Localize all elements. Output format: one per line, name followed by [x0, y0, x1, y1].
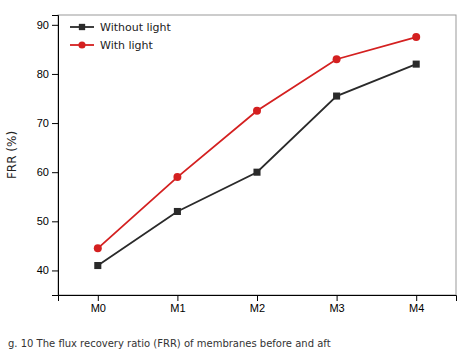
y-tick: 70	[37, 117, 58, 129]
series-marker	[94, 244, 102, 252]
x-tick-mark	[416, 295, 417, 301]
y-tick-mark	[52, 123, 58, 124]
legend-item: Without light	[70, 21, 172, 34]
x-tick-mark	[98, 295, 99, 301]
series-marker	[253, 107, 261, 115]
series-marker	[333, 93, 340, 100]
series-marker	[173, 173, 181, 181]
chart: M0 M1 M2 M3 M4 40 50 60 70 80 90 FRR (%) Without lig…	[0, 0, 474, 357]
x-tick-label: M3	[329, 302, 344, 314]
y-tick: 90	[37, 19, 58, 31]
x-tick-mark	[177, 295, 178, 301]
series-marker	[333, 55, 341, 63]
legend-item: With light	[70, 39, 154, 52]
y-tick-mark	[52, 25, 58, 26]
legend-marker	[79, 24, 85, 30]
series-marker	[94, 262, 101, 269]
x-tick-label: M2	[250, 302, 265, 314]
y-axis: 40 50 60 70 80 90	[37, 16, 59, 296]
x-tick: M4	[409, 295, 424, 314]
x-tick: M2	[250, 295, 265, 314]
series-marker	[174, 208, 181, 215]
y-tick: 40	[37, 264, 58, 276]
y-tick-label: 60	[37, 166, 49, 178]
data-layer	[94, 33, 420, 269]
x-tick-label: M1	[170, 302, 185, 314]
series-marker	[253, 169, 260, 176]
y-tick-label: 40	[37, 264, 49, 276]
y-tick-label: 90	[37, 19, 49, 31]
caption: g. 10 The flux recovery ratio (FRR) of m…	[8, 338, 331, 349]
x-axis: M0 M1 M2 M3 M4	[59, 295, 457, 314]
plot-frame	[58, 15, 456, 295]
series-line	[98, 64, 416, 265]
legend-label: Without light	[100, 21, 172, 34]
x-axis-line	[59, 296, 457, 302]
series-line	[98, 37, 416, 248]
plot: M0 M1 M2 M3 M4 40 50 60 70 80 90 FRR (%) Without lig…	[5, 15, 457, 314]
y-axis-line	[52, 16, 59, 296]
y-tick-mark	[52, 221, 58, 222]
x-tick: M3	[329, 295, 344, 314]
y-tick-label: 80	[37, 68, 49, 80]
y-tick-mark	[52, 74, 58, 75]
legend-label: With light	[100, 39, 154, 52]
x-tick-mark	[257, 295, 258, 301]
y-tick: 50	[37, 215, 58, 227]
legend-marker	[78, 41, 85, 48]
y-tick: 60	[37, 166, 58, 178]
y-tick-mark	[52, 172, 58, 173]
x-tick-mark	[337, 295, 338, 301]
series-marker	[412, 33, 420, 41]
legend: Without light With light	[70, 21, 172, 52]
x-tick-label: M4	[409, 302, 424, 314]
x-tick: M1	[170, 295, 185, 314]
y-tick-mark	[52, 270, 58, 271]
y-tick-label: 70	[37, 117, 49, 129]
x-tick: M0	[91, 295, 106, 314]
series-marker	[413, 61, 420, 68]
y-axis-title: FRR (%)	[5, 131, 19, 179]
y-tick-label: 50	[37, 215, 49, 227]
y-tick: 80	[37, 68, 58, 80]
x-tick-label: M0	[91, 302, 106, 314]
